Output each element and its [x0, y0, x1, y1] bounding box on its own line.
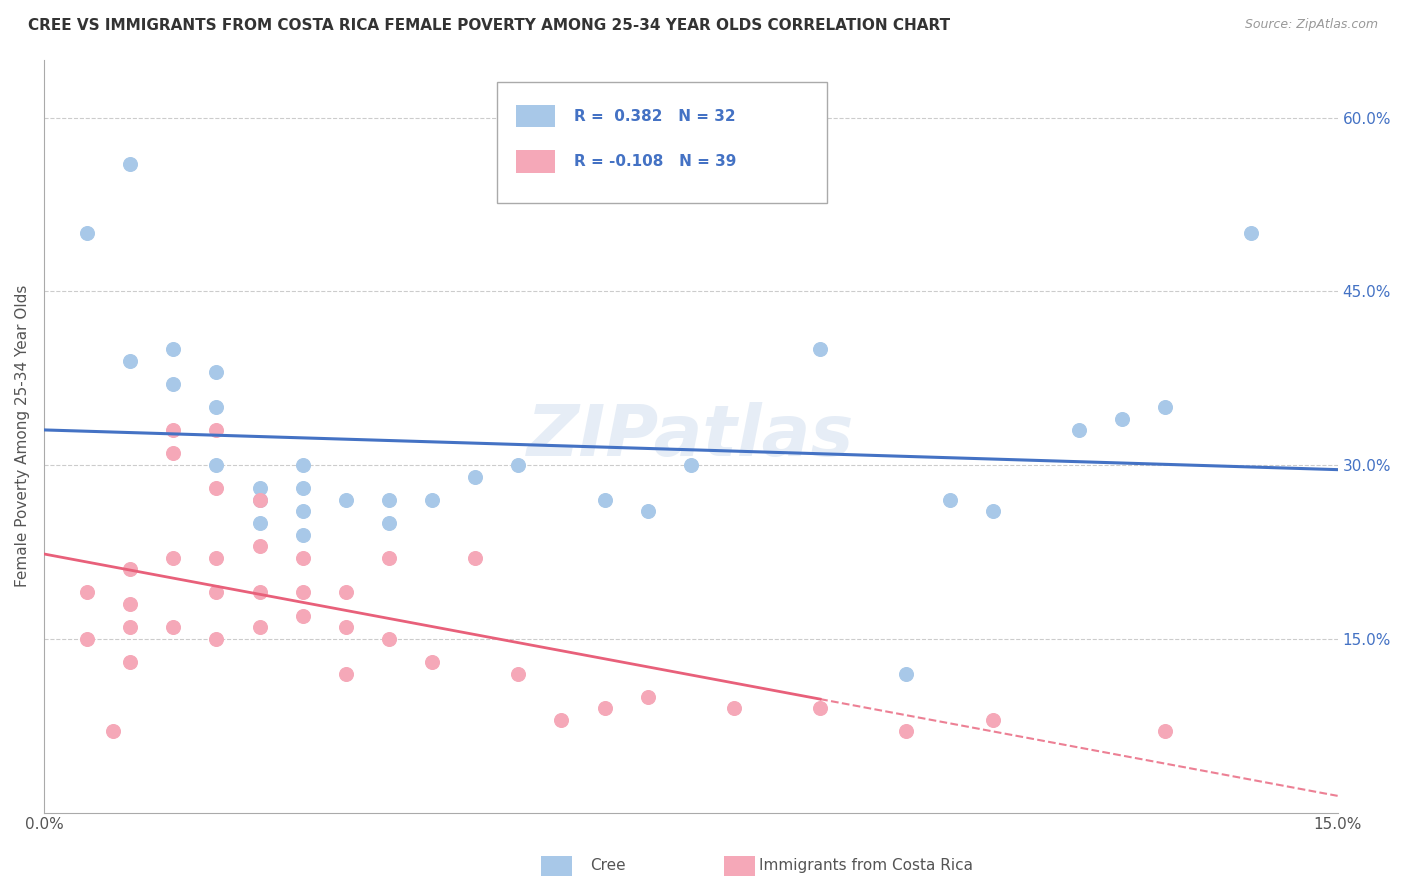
- Point: [378, 492, 401, 507]
- Point: [162, 446, 184, 460]
- Point: [637, 690, 659, 704]
- Point: [76, 585, 98, 599]
- Point: [335, 585, 357, 599]
- Point: [291, 527, 314, 541]
- Text: R =  0.382   N = 32: R = 0.382 N = 32: [574, 109, 735, 124]
- Text: Cree: Cree: [591, 858, 626, 872]
- Point: [162, 376, 184, 391]
- Point: [593, 492, 616, 507]
- Point: [808, 342, 831, 356]
- Point: [1067, 423, 1090, 437]
- Point: [205, 550, 228, 565]
- Point: [1154, 400, 1177, 414]
- Text: ZIPatlas: ZIPatlas: [527, 401, 855, 471]
- Point: [291, 585, 314, 599]
- Point: [378, 550, 401, 565]
- Point: [679, 458, 702, 472]
- Point: [938, 492, 960, 507]
- FancyBboxPatch shape: [516, 104, 555, 128]
- Point: [162, 342, 184, 356]
- Point: [464, 469, 486, 483]
- Point: [808, 701, 831, 715]
- Point: [249, 492, 271, 507]
- Point: [291, 504, 314, 518]
- Text: CREE VS IMMIGRANTS FROM COSTA RICA FEMALE POVERTY AMONG 25-34 YEAR OLDS CORRELAT: CREE VS IMMIGRANTS FROM COSTA RICA FEMAL…: [28, 18, 950, 33]
- Point: [205, 400, 228, 414]
- Point: [205, 423, 228, 437]
- Point: [291, 608, 314, 623]
- Point: [76, 632, 98, 646]
- Point: [120, 655, 142, 669]
- Point: [981, 504, 1004, 518]
- Point: [593, 701, 616, 715]
- Point: [205, 481, 228, 495]
- Text: R = -0.108   N = 39: R = -0.108 N = 39: [574, 153, 737, 169]
- Point: [335, 620, 357, 634]
- Point: [205, 632, 228, 646]
- Point: [120, 562, 142, 576]
- FancyBboxPatch shape: [496, 82, 827, 202]
- Point: [120, 157, 142, 171]
- Point: [249, 481, 271, 495]
- Point: [981, 713, 1004, 727]
- Point: [205, 458, 228, 472]
- Point: [420, 492, 443, 507]
- FancyBboxPatch shape: [516, 150, 555, 172]
- Point: [205, 365, 228, 379]
- Point: [550, 713, 572, 727]
- Point: [378, 516, 401, 530]
- Point: [1154, 724, 1177, 739]
- Point: [205, 585, 228, 599]
- Point: [1240, 227, 1263, 241]
- Point: [896, 724, 918, 739]
- Point: [335, 666, 357, 681]
- Point: [120, 597, 142, 611]
- Point: [162, 423, 184, 437]
- Point: [76, 227, 98, 241]
- Point: [291, 458, 314, 472]
- Point: [723, 701, 745, 715]
- Point: [637, 504, 659, 518]
- Point: [249, 492, 271, 507]
- Point: [291, 550, 314, 565]
- Point: [335, 492, 357, 507]
- Point: [1111, 411, 1133, 425]
- Point: [162, 620, 184, 634]
- Point: [896, 666, 918, 681]
- Point: [378, 632, 401, 646]
- Point: [101, 724, 124, 739]
- Point: [249, 516, 271, 530]
- Point: [508, 666, 530, 681]
- Point: [420, 655, 443, 669]
- Point: [249, 539, 271, 553]
- Point: [291, 481, 314, 495]
- Point: [120, 620, 142, 634]
- Point: [464, 550, 486, 565]
- Point: [120, 353, 142, 368]
- Point: [162, 550, 184, 565]
- Text: Source: ZipAtlas.com: Source: ZipAtlas.com: [1244, 18, 1378, 31]
- Text: Immigrants from Costa Rica: Immigrants from Costa Rica: [759, 858, 973, 872]
- Point: [249, 620, 271, 634]
- Point: [508, 458, 530, 472]
- Y-axis label: Female Poverty Among 25-34 Year Olds: Female Poverty Among 25-34 Year Olds: [15, 285, 30, 587]
- Point: [249, 585, 271, 599]
